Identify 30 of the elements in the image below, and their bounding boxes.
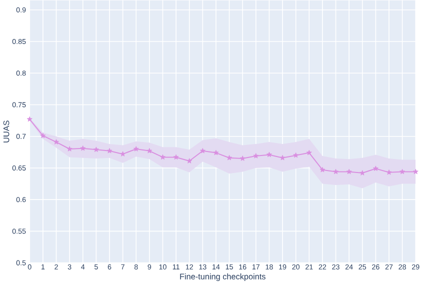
point xyxy=(200,148,206,154)
point xyxy=(54,138,59,144)
point xyxy=(40,132,46,138)
point xyxy=(386,169,392,175)
point xyxy=(80,145,86,151)
point xyxy=(146,148,152,154)
point xyxy=(106,148,112,154)
point xyxy=(253,152,259,158)
point xyxy=(412,168,418,174)
x-axis-title: Fine-tuning checkpoints xyxy=(180,273,266,281)
point xyxy=(66,146,72,152)
point xyxy=(320,166,326,172)
point xyxy=(346,168,352,174)
y-axis-title: UUAS xyxy=(3,120,10,142)
point xyxy=(133,146,139,152)
point xyxy=(333,168,338,174)
point xyxy=(173,154,179,160)
point xyxy=(226,154,232,160)
point xyxy=(240,155,246,161)
point xyxy=(306,150,312,155)
point xyxy=(93,146,99,152)
point xyxy=(186,158,192,164)
point xyxy=(266,152,272,157)
point xyxy=(280,154,286,160)
point xyxy=(372,166,378,171)
point xyxy=(293,152,299,158)
point xyxy=(160,154,166,160)
point xyxy=(26,116,32,122)
point xyxy=(400,168,406,174)
point xyxy=(213,150,219,155)
